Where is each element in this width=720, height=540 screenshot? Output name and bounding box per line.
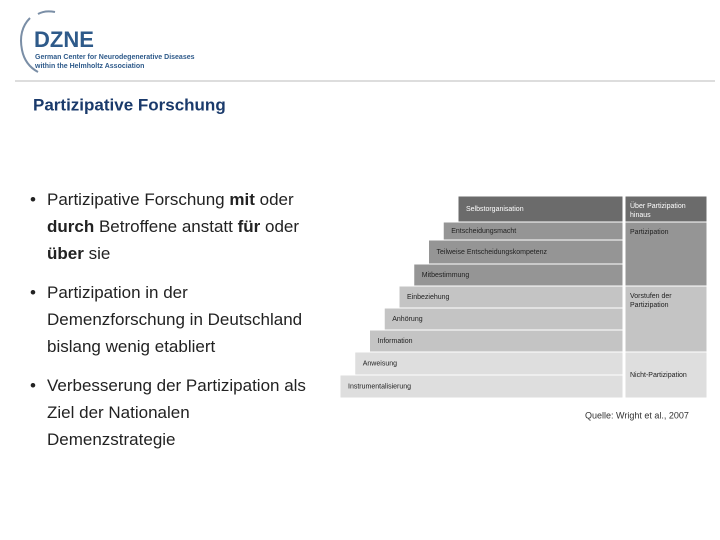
text: Verbesserung der Partizipation als	[47, 376, 306, 395]
bold-text: für	[237, 217, 261, 236]
level-label: Über Partizipation hinaus	[630, 202, 686, 219]
step	[428, 239, 624, 265]
bold-text: durch	[47, 217, 95, 236]
step	[339, 374, 624, 399]
bullet-line: Partizipation in der	[47, 279, 350, 306]
text: bislang wenig etabliert	[47, 337, 216, 356]
level-label: Vorstufen der Partizipation	[630, 293, 672, 309]
bullet-dot: •	[30, 190, 36, 209]
text: Demenzstrategie	[47, 430, 176, 449]
text: Partizipative Forschung	[47, 190, 225, 209]
step-label: Mitbestimmung	[422, 272, 470, 279]
bullet-line: durch Betroffene anstatt für oder	[47, 213, 350, 240]
level	[624, 351, 708, 399]
level	[624, 221, 708, 287]
staircase-diagram: Selbstorganisation Entscheidungsmacht Teil…	[339, 195, 708, 399]
text: sie	[88, 244, 111, 263]
org-line: German Center for Neurodegenerative Dise…	[35, 54, 195, 61]
text: Partizipation in der	[47, 283, 188, 302]
level-label: Nicht-Partizipation	[630, 372, 687, 379]
bold-text: mit	[229, 190, 255, 209]
logo-text: DZNE	[34, 27, 94, 52]
bullet: • Partizipation in der Demenzforschung in …	[30, 279, 350, 360]
bold-text: über	[47, 244, 84, 263]
bullet-line: Ziel der Nationalen	[47, 399, 350, 426]
bullet-dot: •	[30, 376, 36, 395]
text: oder	[265, 217, 300, 236]
logo-arc	[37, 10, 56, 15]
step-label: Einbeziehung	[407, 294, 450, 301]
step-label: Selbstorganisation	[466, 206, 524, 213]
step-label: Anweisung	[363, 360, 397, 367]
text: Betroffene anstatt	[98, 217, 233, 236]
bullet-line: Demenzstrategie	[47, 426, 350, 453]
step-label: Entscheidungsmacht	[451, 228, 516, 235]
level	[624, 285, 708, 353]
bullet-dot: •	[30, 283, 36, 302]
bullet-line: über sie	[47, 240, 350, 267]
step-label: Teilweise Entscheidungskompetenz	[437, 249, 548, 256]
text: Ziel der Nationalen	[47, 403, 190, 422]
bullet: • Partizipative Forschung mit oder durch B…	[30, 186, 350, 267]
bullet-line: Verbesserung der Partizipation als	[47, 372, 350, 399]
bullet: • Verbesserung der Partizipation als Ziel …	[30, 372, 350, 453]
text: Demenzforschung in Deutschland	[47, 310, 303, 329]
step-label: Instrumentalisierung	[348, 383, 411, 390]
source-note: Quelle: Wright et al., 2007	[585, 410, 689, 420]
step-label: Information	[378, 338, 413, 345]
text: oder	[259, 190, 294, 209]
level-label: Partizipation	[630, 229, 669, 236]
bullet-line: bislang wenig etabliert	[47, 333, 350, 360]
bullet-line: Partizipative Forschung mit oder	[47, 186, 350, 213]
step-label: Anhörung	[392, 316, 422, 323]
slide-title: Partizipative Forschung	[33, 95, 226, 114]
org-line: within the Helmholtz Association	[34, 63, 144, 70]
bullet-line: Demenzforschung in Deutschland	[47, 306, 350, 333]
bullet-list: • Partizipative Forschung mit oder durch B…	[30, 186, 350, 465]
logo-arc	[20, 17, 39, 73]
